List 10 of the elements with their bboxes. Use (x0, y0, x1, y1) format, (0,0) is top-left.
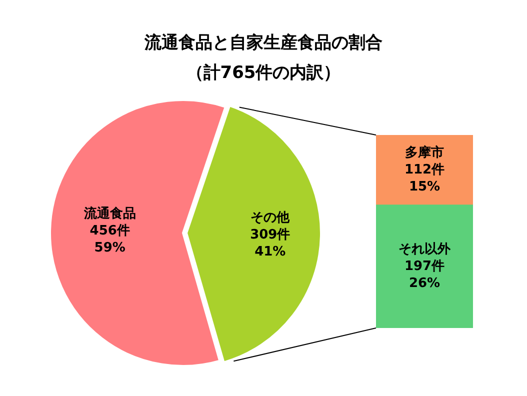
slice-label: その他 (250, 210, 291, 226)
data-label: 197件 26% (404, 258, 445, 291)
series-label: それ以外 (398, 242, 452, 257)
chart-title: 流通食品と自家生産食品の割合 (144, 32, 384, 55)
data-label: 456件 59% (90, 224, 130, 256)
chart-subtitle: （計765件の内訳） (185, 62, 342, 85)
data-label: 112件 15% (404, 162, 445, 194)
series-label: 多摩市 (405, 144, 444, 160)
data-label: 309件 41% (250, 227, 290, 260)
slice-label: 流通食品 (82, 206, 136, 222)
